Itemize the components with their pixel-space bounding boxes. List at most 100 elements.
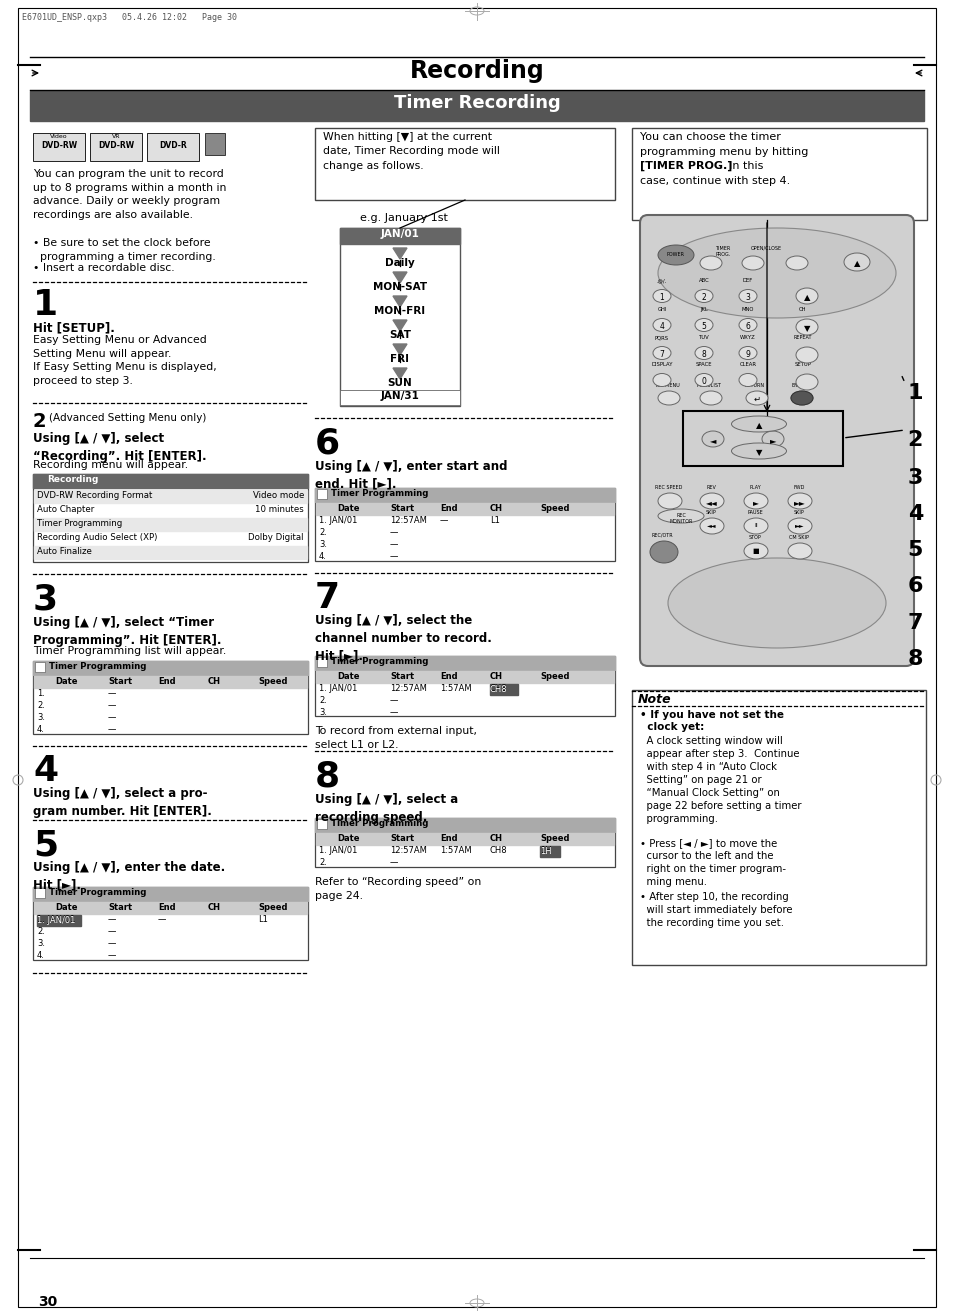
Text: 2: 2: [906, 430, 923, 450]
Text: L1: L1: [257, 915, 268, 924]
Bar: [316, 658, 327, 667]
Bar: [631, 128, 926, 220]
Text: programming menu by hitting: programming menu by hitting: [639, 147, 807, 156]
Ellipse shape: [652, 373, 670, 387]
Ellipse shape: [652, 318, 670, 331]
Text: 1. JAN/01: 1. JAN/01: [37, 917, 75, 924]
Text: SUN: SUN: [387, 377, 412, 388]
Text: DVD-RW: DVD-RW: [41, 141, 77, 150]
Text: You can program the unit to record
up to 8 programs within a month in
advance. D: You can program the unit to record up to…: [33, 170, 226, 220]
Text: CH8: CH8: [490, 685, 507, 694]
Text: case, continue with step 4.: case, continue with step 4.: [639, 176, 789, 185]
Text: SPACE: SPACE: [695, 362, 712, 367]
Text: Start: Start: [390, 504, 414, 513]
Polygon shape: [393, 345, 407, 355]
Bar: [339, 227, 459, 245]
Text: PQRS: PQRS: [655, 335, 668, 341]
Ellipse shape: [739, 289, 757, 302]
Text: Video: Video: [51, 134, 68, 139]
Text: 5: 5: [700, 322, 706, 331]
Ellipse shape: [700, 518, 723, 534]
Bar: [33, 661, 308, 675]
Ellipse shape: [700, 256, 721, 270]
Text: 10 minutes: 10 minutes: [255, 505, 304, 514]
Text: 4: 4: [659, 322, 663, 331]
Bar: [314, 818, 615, 867]
Ellipse shape: [658, 493, 681, 509]
Bar: [33, 473, 308, 488]
Text: CH8: CH8: [490, 846, 507, 855]
Text: —: —: [158, 915, 166, 924]
Text: Timer Programming: Timer Programming: [37, 519, 122, 529]
Text: —: —: [108, 689, 116, 698]
Text: Using [▲ / ▼], select “Timer
Programming”. Hit [ENTER].: Using [▲ / ▼], select “Timer Programming…: [33, 615, 221, 647]
Bar: [314, 128, 615, 200]
Text: Hit [SETUP].: Hit [SETUP].: [33, 321, 114, 334]
Text: ►►: ►►: [795, 523, 804, 529]
Ellipse shape: [658, 509, 703, 523]
Text: 12:57AM: 12:57AM: [390, 684, 426, 693]
Ellipse shape: [739, 373, 757, 387]
Ellipse shape: [761, 431, 783, 447]
Text: Recording menu will appear.: Recording menu will appear.: [33, 460, 188, 469]
Bar: [205, 133, 225, 155]
Bar: [34, 490, 307, 504]
Ellipse shape: [795, 320, 817, 335]
Text: CH: CH: [490, 672, 502, 681]
Text: 1:57AM: 1:57AM: [439, 684, 471, 693]
Text: TOP MENU: TOP MENU: [654, 383, 679, 388]
Bar: [339, 227, 459, 406]
Ellipse shape: [652, 289, 670, 302]
Text: • Be sure to set the clock before
  programming a timer recording.: • Be sure to set the clock before progra…: [33, 238, 215, 262]
Text: 8: 8: [906, 650, 923, 669]
Bar: [37, 915, 81, 926]
Text: Date: Date: [336, 672, 359, 681]
Text: CH: CH: [208, 903, 221, 913]
Ellipse shape: [795, 373, 817, 391]
Text: • Press [◄ / ►] to move the
  cursor to the left and the
  right on the timer pr: • Press [◄ / ►] to move the cursor to th…: [639, 838, 785, 888]
Ellipse shape: [649, 540, 678, 563]
Text: ↵: ↵: [753, 394, 760, 404]
Bar: [34, 902, 307, 914]
Text: Auto Chapter: Auto Chapter: [37, 505, 94, 514]
Text: 3: 3: [33, 583, 58, 615]
Ellipse shape: [790, 391, 812, 405]
Ellipse shape: [790, 391, 812, 405]
Text: e.g. January 1st: e.g. January 1st: [359, 213, 447, 224]
Text: PAUSE: PAUSE: [746, 510, 762, 515]
Text: L1: L1: [490, 515, 499, 525]
Text: Date: Date: [55, 903, 77, 913]
Text: 3.: 3.: [37, 713, 45, 722]
Text: TUV: TUV: [698, 335, 709, 341]
Bar: [314, 488, 615, 562]
Text: ◄: ◄: [709, 437, 716, 444]
Bar: [34, 546, 307, 559]
Text: CH8: CH8: [490, 684, 507, 693]
Text: REC/OTR: REC/OTR: [651, 533, 672, 537]
Text: 1. JAN/01: 1. JAN/01: [318, 515, 357, 525]
Bar: [314, 488, 615, 502]
Ellipse shape: [700, 493, 723, 509]
Text: Easy Setting Menu or Advanced
Setting Menu will appear.
If Easy Setting Menu is : Easy Setting Menu or Advanced Setting Me…: [33, 335, 216, 385]
Text: MON-SAT: MON-SAT: [373, 281, 427, 292]
Text: REPEAT: REPEAT: [793, 335, 811, 341]
Text: 1. JAN/01: 1. JAN/01: [318, 684, 357, 693]
Text: ▲: ▲: [755, 421, 761, 430]
Bar: [30, 91, 923, 121]
Text: CH: CH: [490, 504, 502, 513]
Text: ◄◄: ◄◄: [705, 498, 717, 508]
Text: 1.: 1.: [37, 689, 45, 698]
Text: Auto Finalize: Auto Finalize: [37, 547, 91, 556]
Text: MENULIST: MENULIST: [696, 383, 720, 388]
Text: DVD-R: DVD-R: [159, 141, 187, 150]
Text: Timer Programming list will appear.: Timer Programming list will appear.: [33, 646, 226, 656]
Text: 2.: 2.: [318, 529, 327, 537]
Ellipse shape: [695, 289, 712, 302]
Polygon shape: [393, 368, 407, 379]
Ellipse shape: [695, 318, 712, 331]
Ellipse shape: [701, 431, 723, 447]
Text: TIMER
PROG.: TIMER PROG.: [715, 246, 730, 256]
Bar: [490, 684, 517, 696]
Bar: [35, 661, 45, 672]
Text: 8: 8: [314, 759, 340, 793]
